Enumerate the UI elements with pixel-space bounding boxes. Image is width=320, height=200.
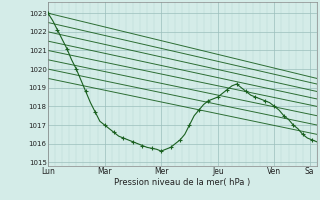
X-axis label: Pression niveau de la mer( hPa ): Pression niveau de la mer( hPa ) [114, 178, 251, 187]
